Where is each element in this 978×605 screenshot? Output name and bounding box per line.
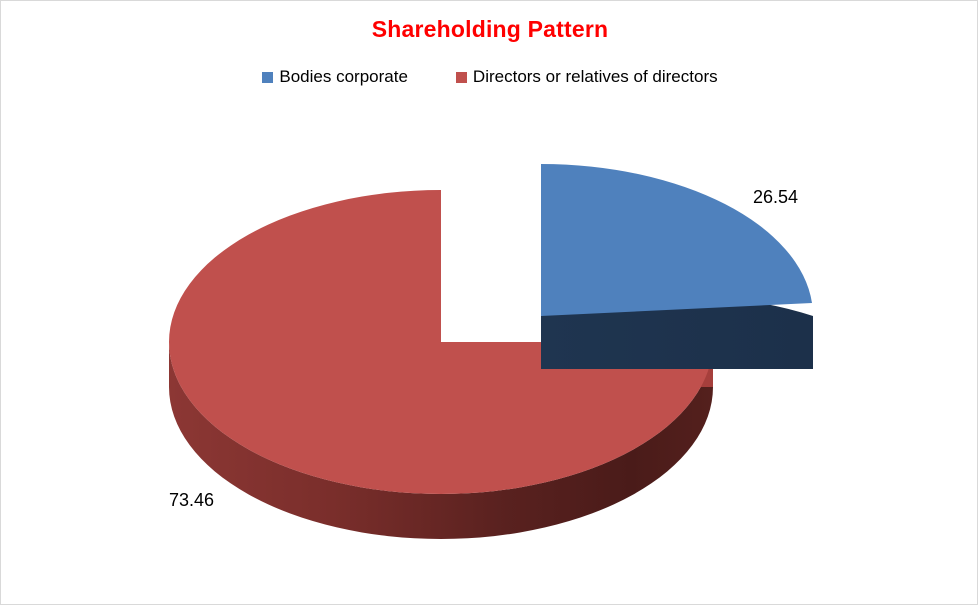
legend-swatch-icon: [262, 72, 274, 83]
pie-slice-side-blue: [541, 295, 813, 369]
legend-swatch-icon: [455, 72, 467, 83]
pie-slice-top-blue: [541, 164, 812, 316]
legend-item-label: Directors or relatives of directors: [472, 67, 718, 86]
legend-item-directors-or-relatives[interactable]: Directors or relatives of directors: [455, 67, 718, 86]
data-label-directors-or-relatives: 73.46: [169, 490, 215, 510]
chart-legend: Bodies corporate Directors or relatives …: [1, 67, 977, 86]
data-label-bodies-corporate: 26.54: [753, 187, 799, 207]
legend-item-bodies-corporate[interactable]: Bodies corporate: [262, 67, 408, 86]
chart-title: Shareholding Pattern: [371, 16, 609, 42]
pie-slice-side-red: [169, 342, 713, 539]
legend-item-label: Bodies corporate: [279, 67, 408, 86]
pie-slice-bodies-corporate[interactable]: [541, 164, 813, 369]
pie-slice-top-red: [169, 190, 713, 494]
